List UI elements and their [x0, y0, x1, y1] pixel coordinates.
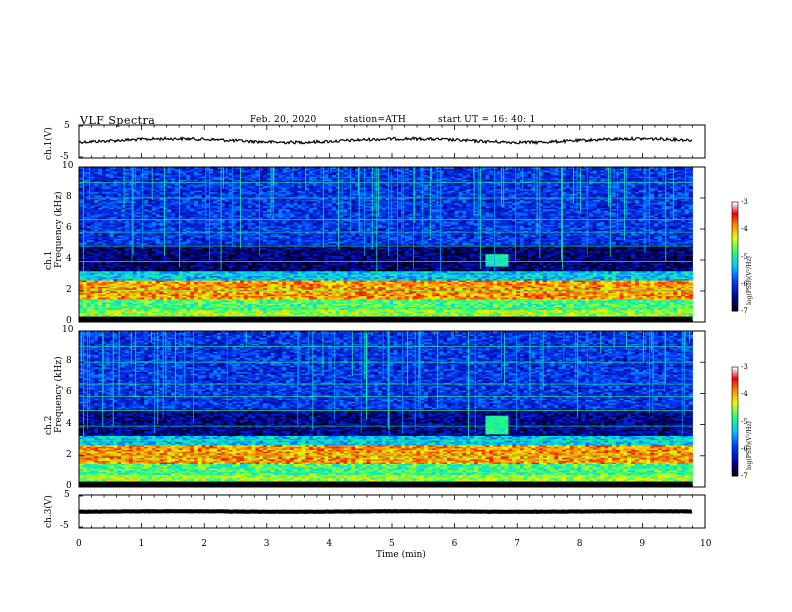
ch1-waveform-panel	[79, 125, 705, 158]
ch1-spectrogram-panel	[79, 167, 705, 322]
waveform-line	[79, 137, 692, 143]
